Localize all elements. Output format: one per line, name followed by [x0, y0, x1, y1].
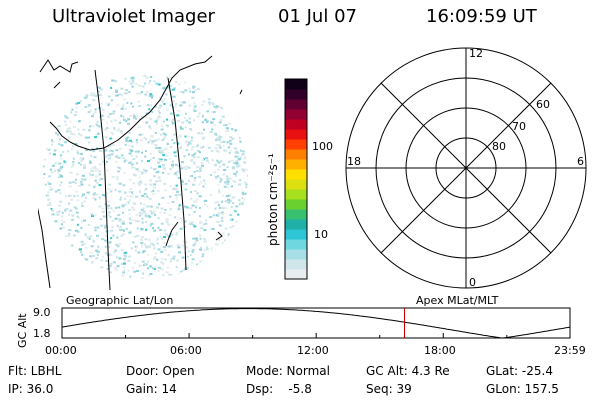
- colorbar-segment: [285, 179, 307, 190]
- info-mode: Mode: Normal: [246, 364, 330, 378]
- colorbar-segment: [285, 149, 307, 160]
- info-door: Door: Open: [126, 364, 195, 378]
- colorbar-segment: [285, 239, 307, 250]
- colorbar-segment: [285, 219, 307, 230]
- coastline: [53, 81, 61, 89]
- colorbar-segment: [285, 249, 307, 260]
- coastline: [165, 221, 179, 247]
- colorbar-border: [284, 78, 308, 280]
- colorbar-segment: [285, 139, 307, 150]
- time-tick-1800: 18:00: [424, 344, 456, 357]
- colorbar-segment: [285, 109, 307, 120]
- colorbar-segment: [285, 119, 307, 130]
- info-gain: Gain: 14: [126, 382, 177, 396]
- info-glon: GLon: 157.5: [486, 382, 559, 396]
- altitude-ylabel: GC Alt: [16, 313, 29, 348]
- colorbar-segment: [285, 129, 307, 140]
- lat-label-60: 60: [536, 98, 550, 111]
- time-tick-0600: 06:00: [170, 344, 202, 357]
- longitude-line: [38, 207, 51, 289]
- colorbar-segment: [285, 269, 307, 280]
- mlt-line-diagonal: [380, 82, 552, 254]
- time-tick-0000: 00:00: [45, 344, 77, 357]
- colorbar-segment: [285, 99, 307, 110]
- geographic-label: Geographic Lat/Lon: [66, 294, 174, 307]
- alt-tick-1-8: 1.8: [33, 327, 51, 340]
- apex-label: Apex MLat/MLT: [416, 294, 499, 307]
- instrument-title: Ultraviolet Imager: [52, 6, 215, 27]
- mlt-label-0: 0: [469, 276, 476, 289]
- colorbar-segment: [285, 259, 307, 270]
- info-ip: IP: 36.0: [8, 382, 54, 396]
- mlt-label-18: 18: [347, 155, 361, 168]
- colorbar-segment: [285, 79, 307, 90]
- colorbar-segment: [285, 159, 307, 170]
- date-label: 01 Jul 07: [278, 6, 357, 27]
- colorbar: [284, 78, 308, 280]
- colorbar-segment: [285, 209, 307, 220]
- coastline: [49, 55, 213, 151]
- info-seq: Seq: 39: [366, 382, 412, 396]
- info-glat: GLat: -25.4: [486, 364, 553, 378]
- time-tick-2359: 23:59: [554, 344, 586, 357]
- colorbar-tick-100: 100: [312, 140, 333, 153]
- lat-label-70: 70: [512, 120, 526, 133]
- emission-speckles: [42, 74, 248, 279]
- colorbar-tick-10: 10: [314, 228, 328, 241]
- altitude-curve: [61, 308, 571, 339]
- time-tick-1200: 12:00: [297, 344, 329, 357]
- info-flt: Flt: LBHL: [8, 364, 62, 378]
- coastline: [39, 59, 79, 73]
- coastline: [215, 231, 223, 241]
- colorbar-segment: [285, 199, 307, 210]
- longitude-line: [94, 69, 111, 290]
- alt-tick-9: 9.0: [33, 306, 51, 319]
- colorbar-segment: [285, 189, 307, 200]
- lat-label-80: 80: [492, 140, 506, 153]
- time-label: 16:09:59 UT: [426, 6, 537, 27]
- info-gc-alt: GC Alt: 4.3 Re: [366, 364, 450, 378]
- colorbar-segment: [285, 89, 307, 100]
- mlt-label-12: 12: [469, 47, 483, 60]
- mlt-label-6: 6: [577, 155, 584, 168]
- colorbar-segment: [285, 229, 307, 240]
- info-dsp: Dsp: -5.8: [246, 382, 312, 396]
- longitude-line: [167, 77, 187, 271]
- coastline: [239, 89, 243, 95]
- colorbar-segment: [285, 169, 307, 180]
